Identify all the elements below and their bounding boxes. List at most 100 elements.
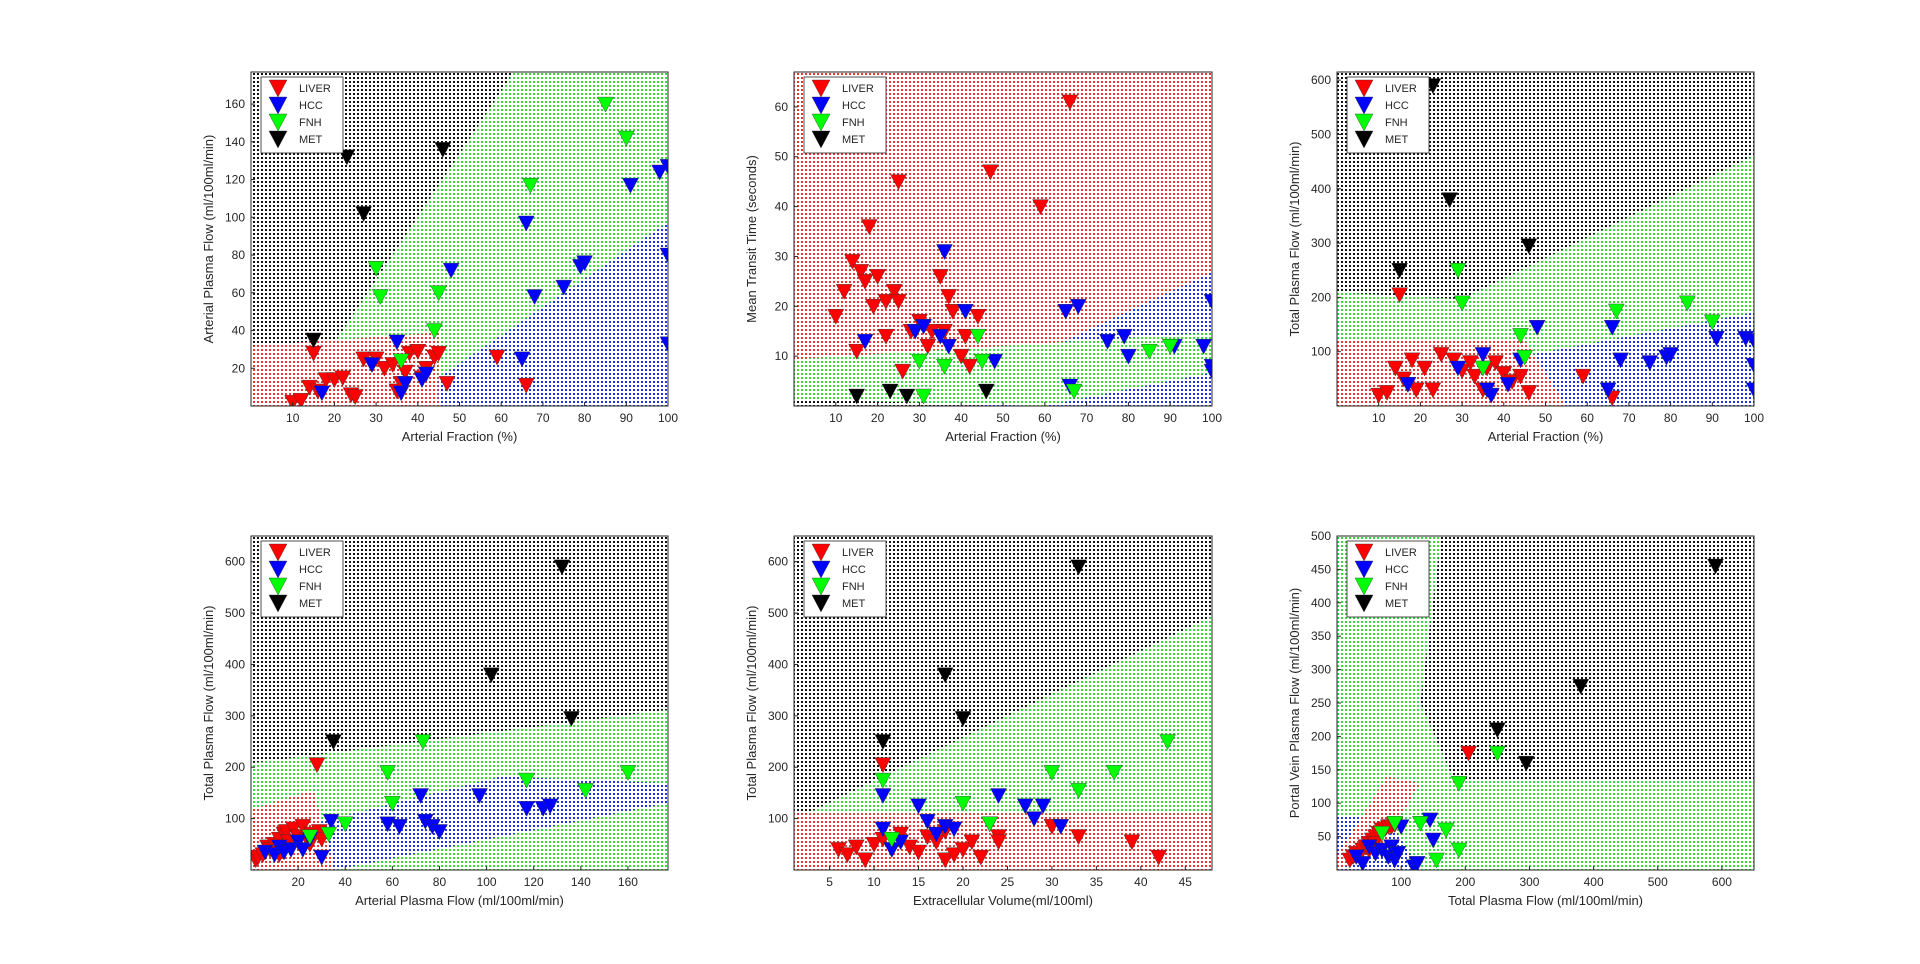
- legend-marker-fnh: [811, 577, 831, 596]
- point-hcc: [919, 813, 936, 830]
- legend-marker-liver: [268, 79, 288, 98]
- point-hcc: [282, 842, 300, 858]
- legend-label-fnh: FNH: [299, 117, 322, 129]
- legend-marker-met: [268, 594, 288, 613]
- point-liver: [409, 344, 427, 360]
- point-liver: [982, 164, 999, 181]
- y-axis-label: Total Plasma Flow (ml/100ml/min): [744, 605, 759, 800]
- x-tick-label: 50: [996, 411, 1010, 425]
- point-liver: [1466, 368, 1483, 385]
- y-tick-label: 80: [232, 248, 246, 262]
- x-tick-label: 100: [1744, 411, 1764, 425]
- point-liver: [885, 284, 903, 300]
- point-liver: [1391, 287, 1408, 304]
- point-hcc: [892, 834, 910, 851]
- point-hcc: [1424, 832, 1442, 849]
- point-fnh: [597, 96, 614, 113]
- point-hcc: [1016, 798, 1034, 815]
- legend-marker-met: [1354, 130, 1374, 149]
- point-liver: [1416, 360, 1433, 377]
- point-liver: [890, 294, 907, 310]
- point-liver: [1520, 385, 1538, 401]
- point-liver: [1460, 745, 1477, 762]
- subplot-1: 10 20 30 40 50 60 70 80 90 100 20 40 60 80 100 120 140 16…: [201, 71, 678, 444]
- legend-marker-hcc: [1354, 96, 1374, 115]
- point-liver: [852, 264, 870, 280]
- point-hcc: [915, 319, 932, 335]
- y-tick-label: 200: [768, 760, 788, 774]
- point-fnh: [883, 831, 901, 848]
- point-met: [553, 559, 571, 576]
- x-axis-label: Arterial Fraction (%): [945, 429, 1061, 444]
- point-hcc: [1745, 333, 1754, 350]
- legend-marker-met: [811, 594, 831, 613]
- point-fnh: [969, 329, 987, 345]
- point-liver: [1032, 199, 1049, 216]
- x-tick-label: 70: [1622, 411, 1636, 425]
- point-met: [1489, 722, 1506, 739]
- region-green: [1337, 536, 1754, 870]
- legend-marker-met: [1354, 594, 1374, 613]
- x-tick-label: 10: [286, 411, 300, 425]
- point-hcc: [431, 824, 448, 840]
- point-liver: [1424, 382, 1442, 399]
- point-fnh: [426, 323, 443, 339]
- x-tick-label: 300: [1519, 875, 1539, 889]
- point-liver: [865, 299, 882, 315]
- x-tick-label: 60: [1581, 411, 1595, 425]
- point-fnh: [1516, 349, 1533, 366]
- subplot-6: 100 200 300 400 500 600 50 100 150 200 250 300 350 40…: [1287, 529, 1755, 908]
- legend-marker-liver: [1354, 79, 1374, 98]
- point-liver: [972, 849, 990, 866]
- point-fnh: [1474, 360, 1492, 377]
- point-hcc: [1708, 330, 1725, 347]
- point-met: [881, 383, 899, 400]
- point-liver: [945, 847, 963, 864]
- y-axis-label: Total Plasma Flow (ml/100ml/min): [201, 605, 216, 800]
- point-liver: [376, 361, 393, 377]
- legend-marker-fnh: [1354, 577, 1374, 596]
- point-liver: [869, 269, 886, 285]
- region-blue: [301, 776, 668, 870]
- point-met: [338, 149, 356, 166]
- scatter-marks: [251, 559, 637, 869]
- point-liver: [292, 393, 310, 406]
- point-hcc: [363, 357, 381, 373]
- y-tick-label: 50: [1318, 830, 1332, 844]
- x-tick-label: 40: [1134, 875, 1148, 889]
- decision-regions: [251, 72, 668, 406]
- point-met: [305, 332, 322, 349]
- legend-marker-fnh: [1354, 113, 1374, 132]
- point-hcc: [555, 279, 573, 296]
- y-axis-label: Mean Transit Time (seconds): [744, 155, 759, 323]
- x-axis-label: Extracellular Volume(ml/100ml): [913, 893, 1093, 908]
- legend-label-hcc: HCC: [299, 100, 323, 112]
- point-met: [1070, 559, 1087, 576]
- point-hcc: [931, 329, 949, 345]
- point-hcc: [313, 385, 331, 402]
- point-liver: [294, 819, 312, 835]
- y-tick-label: 100: [1311, 796, 1331, 810]
- y-tick-label: 20: [775, 299, 789, 313]
- point-hcc: [412, 788, 429, 804]
- y-tick-label: 450: [1311, 562, 1331, 576]
- legend-label-liver: LIVER: [842, 83, 874, 95]
- y-tick-label: 300: [768, 709, 788, 723]
- point-hcc: [1399, 377, 1417, 393]
- y-tick-label: 30: [775, 249, 789, 263]
- point-hcc: [906, 324, 924, 340]
- point-hcc: [517, 215, 535, 232]
- y-tick-label: 400: [1311, 182, 1331, 196]
- point-liver: [488, 349, 506, 366]
- legend-label-fnh: FNH: [299, 581, 322, 593]
- y-tick-label: 100: [768, 812, 788, 826]
- point-fnh: [1070, 783, 1087, 799]
- point-liver: [1150, 849, 1167, 866]
- x-tick-label: 10: [829, 411, 843, 425]
- x-tick-label: 160: [618, 875, 638, 889]
- point-liver: [430, 345, 447, 362]
- point-hcc: [526, 289, 543, 305]
- point-hcc: [1474, 347, 1492, 363]
- point-liver: [919, 338, 937, 355]
